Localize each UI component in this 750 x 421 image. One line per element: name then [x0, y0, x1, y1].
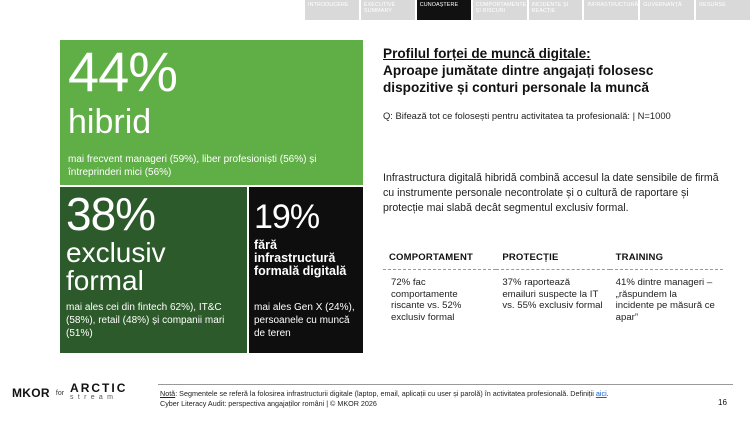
column-header: COMPORTAMENT: [383, 250, 497, 270]
footnote-label: Notă: [160, 389, 176, 398]
page-title: Profilul forței de muncă digitale: Aproa…: [383, 45, 713, 96]
stat-panel-no-infrastructure: 19% fără infrastructură formală digitală…: [249, 187, 363, 353]
logo-arctic-stream: ARCTIC stream: [70, 381, 128, 402]
column-body: 41% dintre manageri – „răspundem la inci…: [615, 277, 715, 323]
footnote: Notă: Segmentele se referă la folosirea …: [160, 389, 720, 408]
findings-columns: COMPORTAMENT 72% fac comportamente risca…: [383, 250, 723, 323]
definitions-link[interactable]: aici: [595, 389, 607, 398]
column-body: 72% fac comportamente riscante vs. 52% e…: [391, 277, 462, 323]
nav-tab-comportamente[interactable]: COMPORTAMENTE ȘI RISCURI: [472, 0, 527, 20]
footer-divider: [158, 384, 733, 385]
stat-panel-hybrid: 44% hibrid mai frecvent manageri (59%), …: [60, 40, 363, 185]
section-nav: INTRODUCERE EXECUTIVE SUMMARY CUNOAȘTERE…: [305, 0, 750, 20]
stat-panel-formal: 38% exclusiv formal mai ales cei din fin…: [60, 187, 247, 353]
column-protection: PROTECȚIE 37% raportează emailuri suspec…: [496, 250, 610, 323]
brand-logo: MKOR for ARCTIC stream: [12, 381, 128, 402]
nav-tab-guvernanta[interactable]: GUVERNANȚĂ: [640, 0, 695, 20]
stat-hybrid-label: hibrid: [68, 103, 152, 141]
logo-mkor: MKOR: [12, 386, 50, 400]
stat-none-description: mai ales Gen X (24%), persoanele cu munc…: [254, 302, 355, 339]
column-header: PROTECȚIE: [496, 250, 610, 270]
stat-formal-description: mai ales cei din fintech 62%), IT&C (58%…: [66, 302, 225, 339]
survey-question: Q: Bifează tot ce folosești pentru activ…: [383, 110, 671, 121]
stat-hybrid-description: mai frecvent manageri (59%), liber profe…: [68, 154, 317, 178]
logo-arctic: ARCTIC: [70, 381, 128, 395]
nav-tab-introducere[interactable]: INTRODUCERE: [305, 0, 359, 20]
footnote-text: : Segmentele se referă la folosirea infr…: [175, 389, 596, 398]
stat-hybrid-percent: 44%: [68, 40, 178, 103]
stat-none-percent: 19%: [254, 198, 320, 236]
page-number: 16: [718, 398, 727, 407]
nav-tab-incidente[interactable]: INCIDENTE ȘI REACȚIE: [528, 0, 583, 20]
body-paragraph: Infrastructura digitală hibridă combină …: [383, 172, 719, 214]
logo-stream: stream: [70, 394, 118, 401]
column-body: 37% raportează emailuri suspecte la IT v…: [502, 277, 603, 311]
stat-formal-label: exclusiv formal: [66, 237, 166, 296]
footnote-source: Cyber Literacy Audit: perspectiva angaja…: [160, 398, 377, 408]
stat-none-label: fără infrastructură formală digitală: [254, 238, 347, 278]
page-title-line2: Aproape jumătate dintre angajați foloses…: [383, 63, 654, 95]
footnote-end: .: [606, 389, 609, 398]
nav-tab-infrastructura[interactable]: INFRASTRUCTURĂ: [584, 0, 639, 20]
nav-tab-cunoastere[interactable]: CUNOAȘTERE: [416, 0, 471, 20]
stat-formal-percent: 38%: [66, 188, 156, 240]
nav-tab-executive-summary[interactable]: EXECUTIVE SUMMARY: [360, 0, 415, 20]
column-training: TRAINING 41% dintre manageri – „răspunde…: [609, 250, 723, 323]
footnote-note: Notă: Segmentele se referă la folosirea …: [160, 389, 720, 399]
column-behavior: COMPORTAMENT 72% fac comportamente risca…: [383, 250, 497, 323]
nav-tab-resurse[interactable]: RESURSE: [696, 0, 750, 20]
column-header: TRAINING: [609, 250, 723, 270]
logo-for: for: [55, 389, 65, 397]
page-title-line1: Profilul forței de muncă digitale:: [383, 46, 591, 61]
